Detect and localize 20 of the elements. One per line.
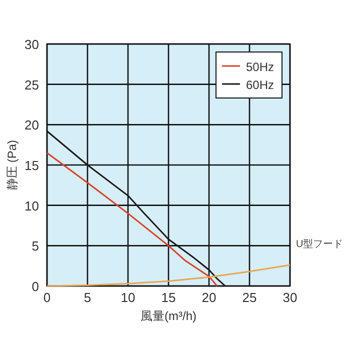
- legend-label: 60Hz: [246, 78, 274, 92]
- x-tick-label: 20: [202, 290, 216, 305]
- x-tick-label: 5: [84, 290, 92, 305]
- x-tick-label: 0: [43, 290, 51, 305]
- x-tick-label: 10: [120, 290, 136, 305]
- line-series: [46, 152, 218, 287]
- y-tick-label: 10: [24, 198, 39, 214]
- legend-label: 50Hz: [246, 60, 274, 74]
- y-tick-label: 25: [24, 77, 39, 92]
- y-tick-label: 5: [32, 238, 39, 254]
- x-tick-label: 15: [161, 290, 176, 305]
- y-tick-label: 20: [24, 118, 39, 133]
- y-tick-label: 15: [24, 158, 39, 173]
- x-tick-label: 30: [282, 290, 298, 305]
- y-tick-label: 30: [24, 37, 39, 52]
- x-tick-label: 25: [242, 290, 257, 305]
- x-axis-title: 風量(m³/h): [140, 309, 196, 323]
- y-tick-label: 0: [32, 279, 39, 294]
- y-axis-title: 静圧 (Pa): [5, 140, 19, 190]
- annotation: U型フード: [296, 238, 344, 250]
